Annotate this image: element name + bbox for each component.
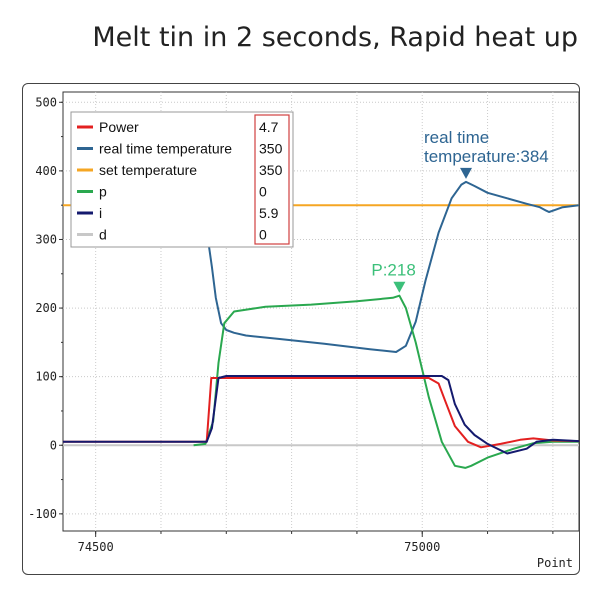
- series-line-i: [63, 375, 579, 455]
- y-tick-label: 400: [35, 164, 57, 178]
- legend: Power 4.7 real time temperature 350 set temp…: [70, 111, 294, 248]
- y-tick-label: 200: [35, 301, 57, 315]
- annotation-arrow: [393, 281, 406, 293]
- legend-value: 0: [259, 227, 267, 243]
- legend-value: 4.7: [259, 119, 279, 135]
- series-line-p: [193, 294, 579, 469]
- legend-label: real time temperature: [99, 141, 232, 157]
- legend-label: i: [99, 205, 102, 221]
- legend-value: 5.9: [259, 205, 279, 221]
- y-tick-label: 300: [35, 232, 57, 246]
- legend-value: 350: [259, 141, 283, 157]
- y-tick-label: 100: [35, 370, 57, 384]
- legend-box: [70, 111, 294, 248]
- annotation-label: real time: [424, 128, 489, 147]
- legend-label: p: [99, 184, 107, 200]
- series-line-real-time-temperature: [207, 180, 579, 353]
- legend-value-box: [254, 114, 290, 245]
- series-line-power: [63, 377, 579, 449]
- annotation-label: P:218: [371, 261, 415, 280]
- annotation-label: temperature:384: [424, 147, 549, 166]
- y-tick-label: -100: [28, 507, 57, 521]
- legend-label: set temperature: [99, 162, 197, 178]
- y-tick-label: 500: [35, 95, 57, 109]
- legend-label: d: [99, 227, 107, 243]
- x-tick-label: 74500: [78, 540, 114, 554]
- legend-value: 350: [259, 162, 283, 178]
- x-tick-label: 75000: [404, 540, 440, 554]
- chart-frame: 500 400 300 200 100 0 -100 74500 75000 Point real …: [22, 83, 580, 575]
- legend-value: 0: [259, 184, 267, 200]
- y-tick-label: 0: [50, 438, 57, 452]
- line-chart: 500 400 300 200 100 0 -100 74500 75000 Point real …: [28, 91, 579, 570]
- annotation-arrow: [460, 167, 473, 179]
- legend-label: Power: [99, 119, 139, 135]
- headline: Melt tin in 2 seconds, Rapid heat up: [92, 22, 578, 53]
- x-axis-label: Point: [537, 556, 573, 570]
